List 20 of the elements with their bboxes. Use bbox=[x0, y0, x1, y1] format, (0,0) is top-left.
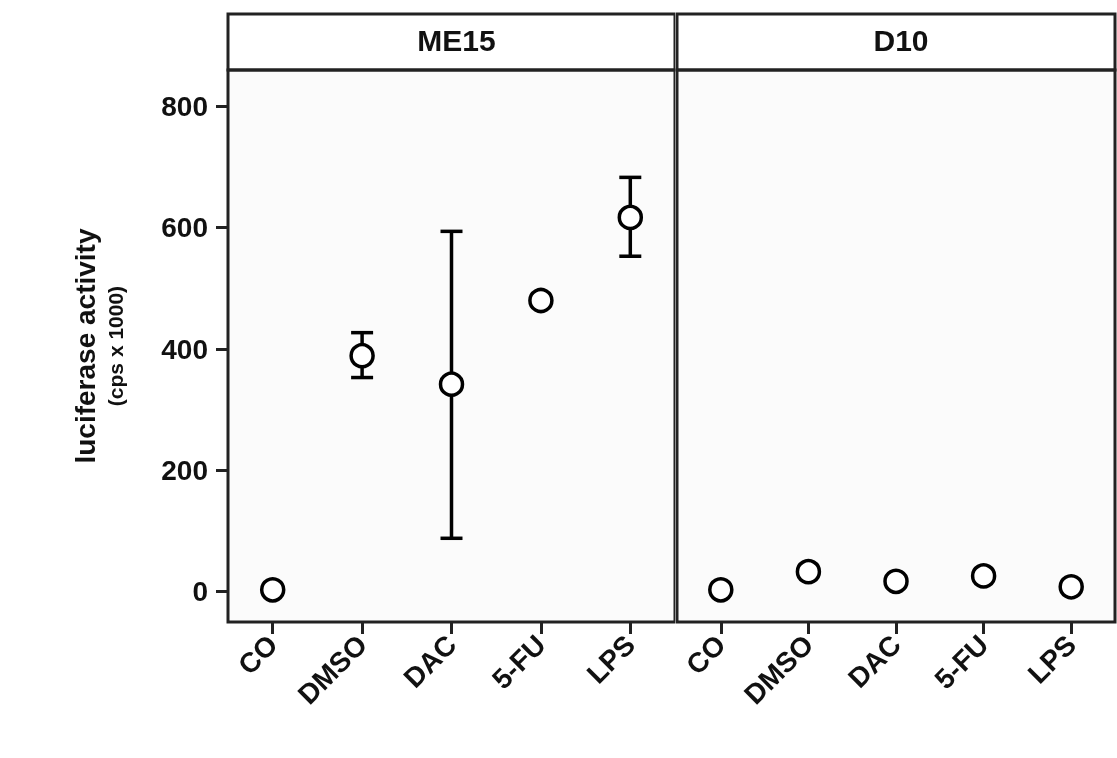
point bbox=[708, 577, 734, 603]
x-tick-label: CO bbox=[232, 629, 284, 681]
point bbox=[883, 568, 909, 595]
chart-title: D10 bbox=[873, 23, 929, 57]
chart-title: ME15 bbox=[417, 23, 496, 57]
y-tick-label: 400 bbox=[161, 333, 208, 365]
point bbox=[795, 558, 822, 585]
y-tick-label: 800 bbox=[161, 90, 208, 122]
point bbox=[438, 371, 465, 397]
point bbox=[528, 287, 554, 314]
y-tick-label: 200 bbox=[161, 454, 208, 486]
y-tick-label: 600 bbox=[161, 212, 208, 244]
point bbox=[259, 577, 286, 603]
point bbox=[970, 563, 997, 589]
y-tick-label: 0 bbox=[192, 576, 208, 608]
point bbox=[1058, 574, 1084, 600]
point bbox=[349, 342, 375, 369]
y-axis-title: luciferase activity (cps x 1000) bbox=[69, 228, 127, 464]
x-tick-label: CO bbox=[680, 629, 732, 681]
point bbox=[617, 204, 644, 231]
